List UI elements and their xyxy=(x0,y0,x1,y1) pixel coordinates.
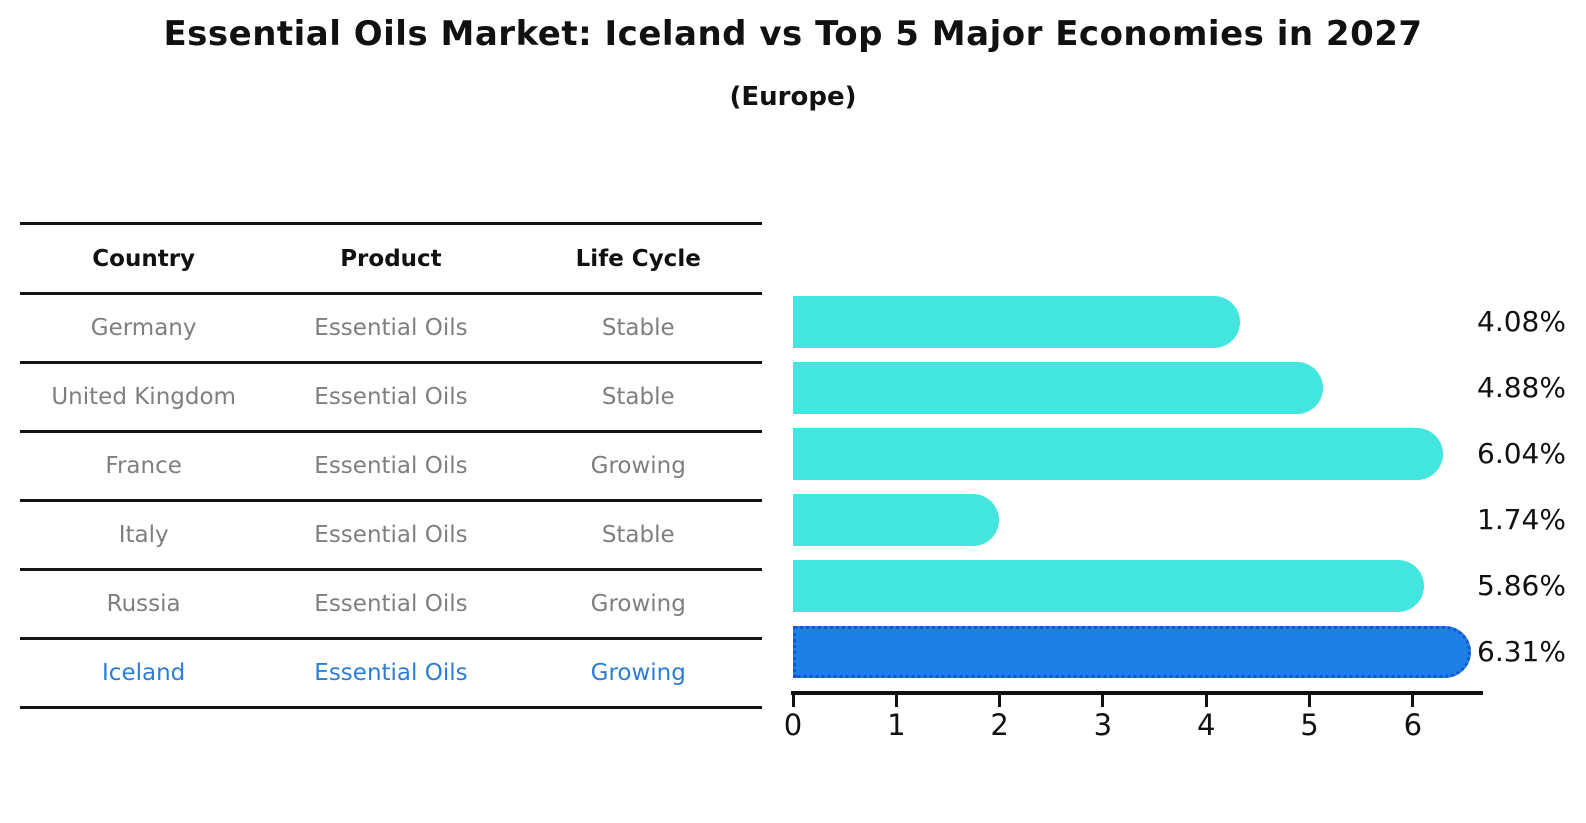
col-header-country: Country xyxy=(92,245,196,272)
x-tick-label: 6 xyxy=(1403,708,1423,742)
x-axis-tick xyxy=(1308,695,1312,707)
chart-subtitle: (Europe) xyxy=(729,82,857,112)
x-tick-label: 3 xyxy=(1093,708,1113,742)
data-table: Country Product Life Cycle Germany Essen… xyxy=(20,222,762,709)
table-row-iceland: Iceland Essential Oils Growing xyxy=(20,637,762,709)
value-label-iceland: 6.31% xyxy=(1477,635,1566,668)
cell-country: Italy xyxy=(118,522,169,548)
x-axis-tick xyxy=(791,695,795,707)
cell-life-cycle: Stable xyxy=(601,522,675,548)
x-tick-label: 2 xyxy=(990,708,1009,742)
col-header-product: Product xyxy=(340,245,442,272)
value-label-russia: 5.86% xyxy=(1477,569,1566,602)
value-label-united-kingdom: 4.88% xyxy=(1477,371,1566,404)
x-tick-label: 1 xyxy=(887,708,906,742)
value-label-france: 6.04% xyxy=(1477,437,1566,470)
x-tick-label: 0 xyxy=(783,708,803,742)
bar-france xyxy=(793,428,1443,480)
cell-life-cycle: Stable xyxy=(601,315,675,341)
cell-product: Essential Oils xyxy=(314,591,468,617)
x-axis-tick xyxy=(1411,695,1415,707)
col-header-life-cycle: Life Cycle xyxy=(575,245,701,272)
value-label-germany: 4.08% xyxy=(1477,305,1566,338)
cell-product: Essential Oils xyxy=(314,384,468,410)
bar-italy xyxy=(793,494,999,546)
chart-title: Essential Oils Market: Iceland vs Top 5 … xyxy=(163,14,1423,54)
x-axis-tick xyxy=(894,695,898,707)
cell-country: Russia xyxy=(106,591,181,617)
bar-russia xyxy=(793,560,1425,612)
cell-product: Essential Oils xyxy=(314,522,468,548)
table-row-france: France Essential Oils Growing xyxy=(20,430,762,499)
bar-germany xyxy=(793,296,1241,348)
cell-life-cycle: Growing xyxy=(590,453,686,479)
table-row-united-kingdom: United Kingdom Essential Oils Stable xyxy=(20,361,762,430)
cell-country: Germany xyxy=(90,315,197,341)
x-tick-label: 5 xyxy=(1300,708,1319,742)
bar-chart: 0 1 2 3 4 5 6 xyxy=(784,290,1483,742)
cell-country: France xyxy=(105,453,182,479)
value-label-italy: 1.74% xyxy=(1477,503,1566,536)
bar-iceland-highlighted xyxy=(793,626,1471,678)
cell-product: Essential Oils xyxy=(314,453,468,479)
cell-product: Essential Oils xyxy=(314,660,468,686)
x-axis-tick xyxy=(998,695,1002,707)
x-tick-label: 4 xyxy=(1196,708,1216,742)
cell-country: Iceland xyxy=(102,660,186,686)
bar-united-kingdom xyxy=(793,362,1324,414)
table-row-russia: Russia Essential Oils Growing xyxy=(20,568,762,637)
x-axis-tick xyxy=(1101,695,1105,707)
x-axis-line xyxy=(791,691,1483,695)
table-row-germany: Germany Essential Oils Stable xyxy=(20,292,762,361)
cell-life-cycle: Growing xyxy=(590,660,686,686)
cell-life-cycle: Stable xyxy=(601,384,675,410)
cell-country: United Kingdom xyxy=(51,384,236,410)
cell-life-cycle: Growing xyxy=(590,591,686,617)
table-row-italy: Italy Essential Oils Stable xyxy=(20,499,762,568)
table-header-row: Country Product Life Cycle xyxy=(20,222,762,292)
cell-product: Essential Oils xyxy=(314,315,468,341)
x-axis-tick xyxy=(1204,695,1208,707)
